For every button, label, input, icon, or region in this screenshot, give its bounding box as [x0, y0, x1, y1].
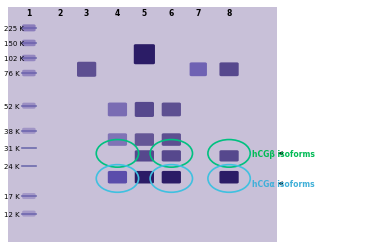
Text: 38 K: 38 K: [4, 128, 20, 134]
Text: 150 K: 150 K: [4, 41, 24, 47]
FancyBboxPatch shape: [22, 193, 35, 199]
Text: hCGβ isoforms: hCGβ isoforms: [252, 149, 315, 158]
FancyBboxPatch shape: [108, 134, 127, 146]
FancyBboxPatch shape: [22, 56, 35, 62]
Text: 2: 2: [57, 9, 62, 18]
FancyBboxPatch shape: [162, 103, 181, 117]
Text: hCGα isoforms: hCGα isoforms: [252, 179, 315, 188]
FancyBboxPatch shape: [135, 134, 154, 146]
FancyBboxPatch shape: [77, 62, 96, 78]
FancyBboxPatch shape: [8, 8, 277, 242]
Text: 8: 8: [226, 9, 232, 18]
Text: 3: 3: [84, 9, 89, 18]
FancyBboxPatch shape: [135, 102, 154, 118]
Text: 24 K: 24 K: [4, 163, 19, 169]
FancyBboxPatch shape: [190, 63, 207, 77]
FancyBboxPatch shape: [134, 45, 155, 65]
FancyBboxPatch shape: [219, 150, 239, 162]
Text: 52 K: 52 K: [4, 103, 19, 109]
FancyBboxPatch shape: [219, 171, 239, 184]
FancyBboxPatch shape: [22, 128, 35, 134]
Text: 12 K: 12 K: [4, 211, 20, 217]
Text: 76 K: 76 K: [4, 71, 20, 77]
FancyBboxPatch shape: [22, 103, 35, 109]
FancyBboxPatch shape: [22, 25, 35, 32]
Text: 4: 4: [115, 9, 120, 18]
FancyBboxPatch shape: [108, 171, 127, 184]
FancyBboxPatch shape: [22, 211, 35, 217]
FancyBboxPatch shape: [22, 40, 35, 47]
FancyBboxPatch shape: [135, 171, 154, 184]
FancyBboxPatch shape: [219, 63, 239, 77]
FancyBboxPatch shape: [135, 150, 154, 162]
Text: 225 K: 225 K: [4, 26, 24, 32]
FancyBboxPatch shape: [22, 70, 35, 77]
Text: 102 K: 102 K: [4, 56, 24, 62]
Text: 5: 5: [142, 9, 147, 18]
FancyBboxPatch shape: [108, 103, 127, 117]
Text: 7: 7: [196, 9, 201, 18]
Text: 17 K: 17 K: [4, 193, 20, 199]
FancyBboxPatch shape: [162, 150, 181, 162]
FancyBboxPatch shape: [162, 171, 181, 184]
Text: 6: 6: [169, 9, 174, 18]
Text: 31 K: 31 K: [4, 146, 20, 152]
Text: 1: 1: [26, 9, 32, 18]
FancyBboxPatch shape: [162, 134, 181, 146]
